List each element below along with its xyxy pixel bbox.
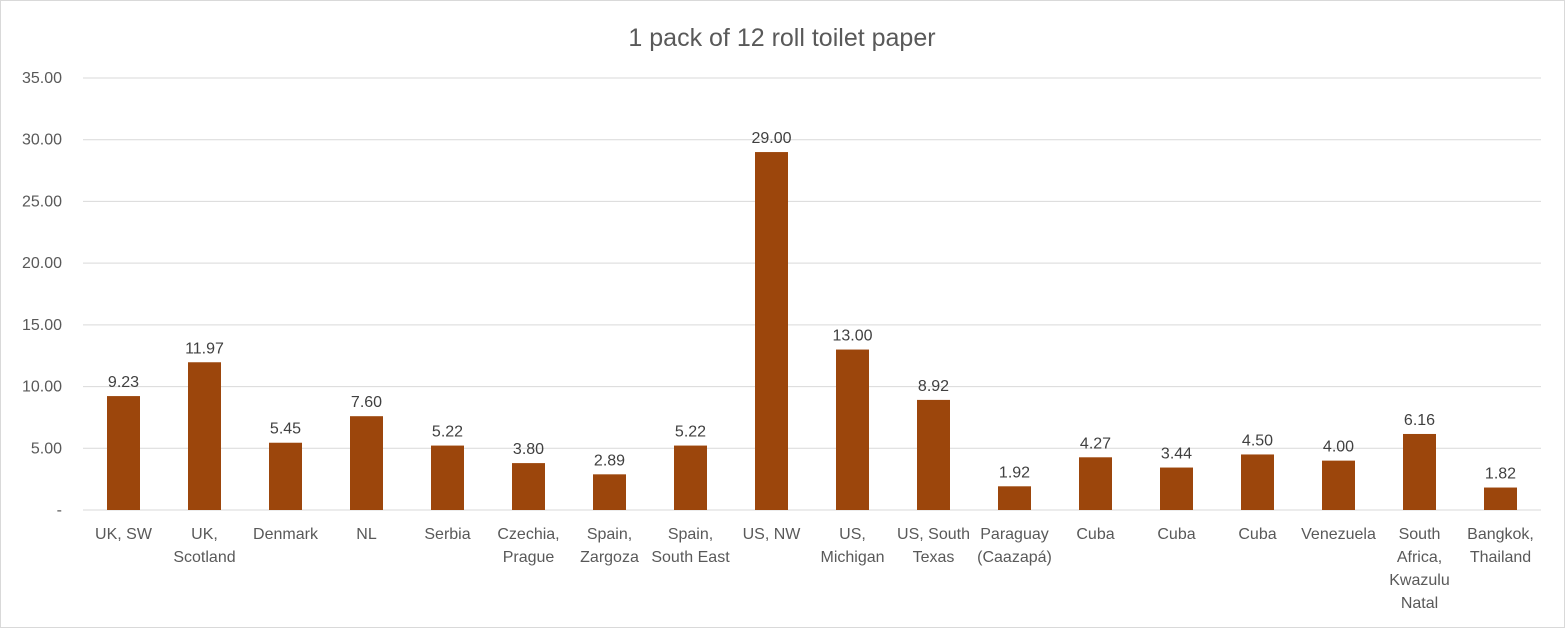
bar (269, 442, 302, 510)
data-label: 13.00 (832, 328, 872, 345)
category-label-line: US, (839, 526, 866, 543)
data-label: 9.23 (108, 374, 139, 391)
category-label: Cuba (1157, 526, 1195, 543)
category-label: Serbia (424, 526, 470, 543)
data-label: 3.44 (1161, 446, 1192, 463)
category-label-line: Spain, (587, 526, 632, 543)
category-label-line: NL (356, 526, 377, 543)
data-label: 1.82 (1485, 466, 1516, 483)
category-label: South Africa, Kwazulu Natal (1389, 526, 1449, 612)
category-label-line: Scotland (173, 549, 235, 566)
category-label-line: US, South (897, 526, 970, 543)
category-label: Cuba (1238, 526, 1276, 543)
category-label: Bangkok, Thailand (1467, 526, 1534, 566)
data-label: 29.00 (751, 130, 791, 147)
category-label-line: Spain, (668, 526, 713, 543)
bar (1160, 467, 1193, 510)
gridlines (83, 77, 1541, 511)
category-label-line: Cuba (1076, 526, 1114, 543)
category-label-line: Serbia (424, 526, 470, 543)
bar (1403, 433, 1436, 510)
bar (998, 486, 1031, 510)
category-label-line: Denmark (253, 526, 319, 543)
category-label-line: Czechia, (497, 526, 559, 543)
bar (350, 416, 383, 510)
data-label: 4.50 (1242, 432, 1273, 449)
data-label: 5.45 (270, 421, 301, 438)
bar (107, 396, 140, 510)
category-label: UK, SW (95, 526, 153, 543)
y-tick-label: 25.00 (22, 193, 62, 210)
data-label: 5.22 (432, 424, 463, 441)
category-label: Denmark (253, 526, 319, 543)
category-label: Spain, Zargoza (580, 526, 639, 566)
category-label-line: Africa, (1397, 549, 1442, 566)
y-tick-label: 35.00 (22, 70, 62, 87)
y-tick-label: 5.00 (31, 440, 62, 457)
category-label-line: South East (651, 549, 730, 566)
category-label-line: Texas (913, 549, 955, 566)
category-label: UK, Scotland (173, 526, 235, 566)
data-label: 1.92 (999, 464, 1030, 481)
category-label-line: Michigan (820, 549, 884, 566)
data-label: 5.22 (675, 424, 706, 441)
data-label: 4.00 (1323, 439, 1354, 456)
category-label: Czechia, Prague (497, 526, 559, 566)
category-label: Cuba (1076, 526, 1114, 543)
data-labels: 9.23 11.97 5.45 7.60 5.22 3.80 2.89 5.22 29.00 13… (108, 130, 1516, 482)
y-tick-label: 20.00 (22, 255, 62, 272)
bar (188, 362, 221, 510)
category-label-line: Cuba (1238, 526, 1276, 543)
category-label-line: Bangkok, (1467, 526, 1534, 543)
category-label: Venezuela (1301, 526, 1376, 543)
category-label-line: Thailand (1470, 549, 1531, 566)
bar (836, 349, 869, 510)
category-label-line: UK, SW (95, 526, 153, 543)
bar (755, 152, 788, 511)
data-label: 11.97 (185, 340, 224, 357)
bar (917, 399, 950, 510)
category-label: US, South Texas (897, 526, 970, 566)
category-label: Paraguay (Caazapá) (977, 526, 1052, 566)
bars (107, 152, 1517, 511)
category-label-line: (Caazapá) (977, 549, 1052, 566)
y-axis-ticks: - 5.00 10.00 15.00 20.00 25.00 30.00 35.00 (22, 70, 62, 519)
bar (1322, 460, 1355, 510)
category-label-line: Zargoza (580, 549, 639, 566)
category-label-line: Venezuela (1301, 526, 1376, 543)
category-label: Spain, South East (651, 526, 730, 566)
bar (431, 445, 464, 510)
data-label: 7.60 (351, 394, 382, 411)
bar (512, 463, 545, 510)
y-tick-label: 10.00 (22, 379, 62, 396)
data-label: 8.92 (918, 378, 949, 395)
y-tick-label: 15.00 (22, 317, 62, 334)
category-label-line: South (1399, 526, 1441, 543)
bar (674, 445, 707, 510)
bar (1241, 454, 1274, 510)
category-label-line: Kwazulu (1389, 572, 1449, 589)
category-label: NL (356, 526, 377, 543)
data-label: 3.80 (513, 441, 544, 458)
data-label: 4.27 (1080, 435, 1111, 452)
category-label-line: US, NW (743, 526, 802, 543)
bar (1079, 457, 1112, 510)
category-label-line: UK, (191, 526, 218, 543)
bar (593, 474, 626, 510)
category-label: US, Michigan (820, 526, 884, 566)
category-labels: UK, SW UK, Scotland Denmark NL Serbia Czechia,… (95, 526, 1534, 612)
category-label-line: Natal (1401, 595, 1438, 612)
category-label: US, NW (743, 526, 802, 543)
y-tick-label: 30.00 (22, 132, 62, 149)
data-label: 2.89 (594, 452, 625, 469)
category-label-line: Cuba (1157, 526, 1195, 543)
chart-title: 1 pack of 12 roll toilet paper (628, 24, 935, 52)
data-label: 6.16 (1404, 412, 1435, 429)
y-tick-label: - (57, 502, 62, 519)
category-label-line: Paraguay (980, 526, 1049, 543)
category-label-line: Prague (503, 549, 555, 566)
bar (1484, 487, 1517, 510)
